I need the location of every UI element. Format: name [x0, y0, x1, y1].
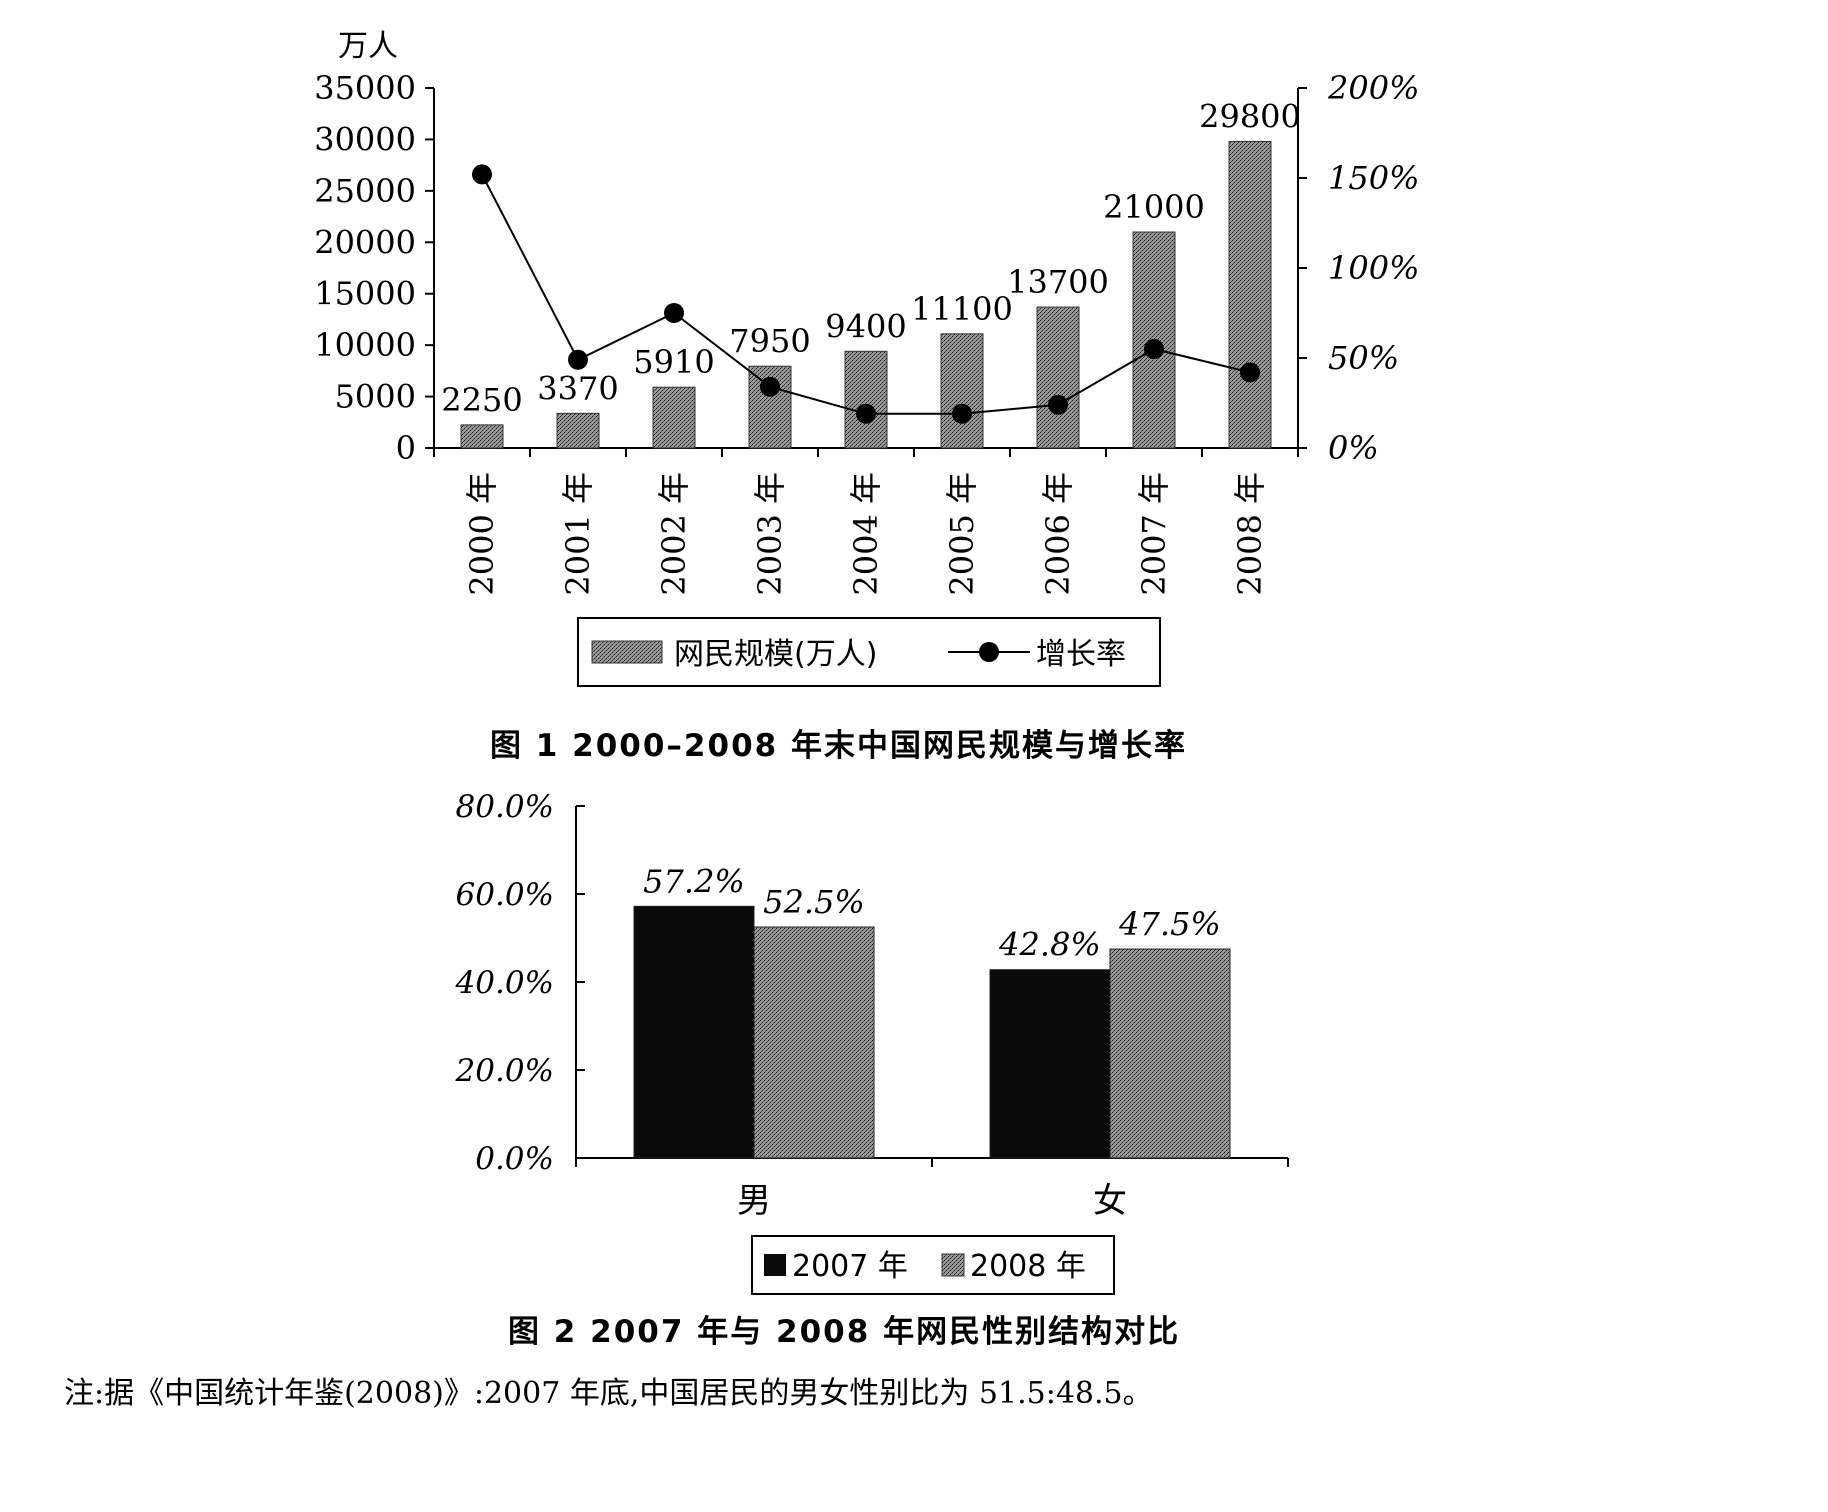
bar-users	[652, 386, 696, 449]
footnote: 注:据《中国统计年鉴(2008)》:2007 年底,中国居民的男女性别比为 51…	[64, 1376, 1153, 1411]
chart-2-legend: 2007 年 2008 年	[751, 1235, 1115, 1295]
bar-users	[940, 333, 984, 449]
bar-data-label: 57.2%	[643, 862, 745, 900]
legend-swatch-2008	[941, 1253, 965, 1277]
legend-label-growth: 增长率	[1036, 637, 1126, 672]
growth-rate-point	[568, 349, 588, 370]
y-tick-label: 40.0%	[455, 965, 554, 1001]
bar-data-label: 13700	[1007, 263, 1109, 301]
growth-rate-point	[760, 376, 780, 397]
legend-swatch-2007	[764, 1254, 786, 1276]
y-tick-label: 35000	[314, 69, 416, 107]
x-category-label: 2002 年	[655, 472, 693, 596]
x-category-label: 2004 年	[847, 472, 885, 596]
bar-data-label: 5910	[633, 343, 714, 381]
bar-data-label: 9400	[825, 307, 906, 345]
chart-2-gender-structure: 0.0% 20.0% 40.0% 60.0% 80.0% 57.2% 52.5% 男 42.8%…	[455, 789, 1289, 1295]
bar-data-label: 42.8%	[998, 926, 1101, 964]
chart-1-legend: 网民规模(万人) 增长率	[577, 617, 1161, 687]
legend-marker-growth	[979, 642, 999, 662]
growth-rate-point	[1144, 339, 1164, 359]
x-category-label: 女	[1093, 1181, 1127, 1221]
y2-tick-label: 200%	[1327, 69, 1419, 107]
y-tick-label: 0.0%	[475, 1141, 554, 1177]
y2-tick-label: 100%	[1328, 249, 1419, 287]
bar-data-label: 3370	[537, 369, 618, 407]
bar-users	[1228, 140, 1272, 449]
figure-2-caption: 图 2 2007 年与 2008 年网民性别结构对比	[508, 1314, 1181, 1350]
x-category-label: 2006 年	[1039, 472, 1077, 596]
bar-users	[1036, 306, 1080, 449]
x-category-label: 2001 年	[559, 472, 597, 596]
x-category-label: 2005 年	[943, 472, 981, 596]
x-category-label: 2000 年	[463, 472, 501, 596]
x-category-label: 男	[737, 1181, 771, 1221]
y-tick-label: 20.0%	[455, 1053, 554, 1089]
y2-tick-label: 150%	[1328, 159, 1419, 197]
bar-data-label: 47.5%	[1118, 905, 1221, 943]
growth-rate-point	[856, 403, 876, 424]
x-category-label: 2008 年	[1231, 472, 1269, 596]
y-axis-unit-label: 万人	[338, 29, 398, 64]
growth-rate-point	[472, 164, 492, 185]
y-tick-label: 30000	[314, 120, 416, 158]
y-tick-label: 25000	[314, 172, 416, 210]
x-category-label: 2007 年	[1135, 472, 1173, 596]
bar-users	[460, 424, 504, 449]
growth-rate-point	[664, 303, 684, 323]
bar-data-label: 7950	[729, 322, 810, 360]
legend-box	[577, 617, 1161, 687]
bar-2008	[1109, 948, 1231, 1159]
bar-2007	[989, 969, 1111, 1159]
growth-rate-point	[1240, 362, 1260, 383]
bar-2007	[633, 905, 755, 1159]
legend-box	[751, 1235, 1115, 1295]
y-tick-label: 80.0%	[456, 789, 554, 825]
y2-tick-label: 50%	[1328, 339, 1399, 377]
bar-data-label: 52.5%	[763, 883, 865, 921]
legend-swatch-users	[591, 640, 663, 664]
y-tick-label: 10000	[314, 326, 416, 364]
bar-users	[556, 412, 600, 449]
legend-label-users: 网民规模(万人)	[674, 637, 877, 672]
y-tick-label: 15000	[314, 275, 416, 313]
growth-rate-point	[1048, 394, 1068, 415]
chart-1-internet-users: 0 5000 10000 15000 20000 25000 30000 35000 0% 50%…	[314, 29, 1419, 687]
bar-2008	[753, 926, 875, 1159]
bar-data-label: 11100	[911, 290, 1013, 328]
bar-data-label: 21000	[1103, 188, 1205, 226]
y2-tick-label: 0%	[1328, 429, 1379, 467]
y-tick-label: 20000	[314, 223, 416, 261]
growth-rate-point	[952, 403, 972, 424]
bar-data-label: 2250	[441, 381, 522, 419]
figure-1-caption: 图 1 2000–2008 年末中国网民规模与增长率	[490, 728, 1188, 764]
x-category-label: 2003 年	[751, 472, 789, 596]
legend-label-2007: 2007 年	[792, 1249, 908, 1284]
y-tick-label: 5000	[335, 378, 416, 416]
y-tick-label: 60.0%	[456, 877, 554, 913]
bar-users	[844, 350, 888, 449]
bar-data-label: 29800	[1199, 97, 1301, 135]
legend-label-2008: 2008 年	[970, 1249, 1086, 1284]
y-tick-label: 0	[396, 429, 416, 467]
